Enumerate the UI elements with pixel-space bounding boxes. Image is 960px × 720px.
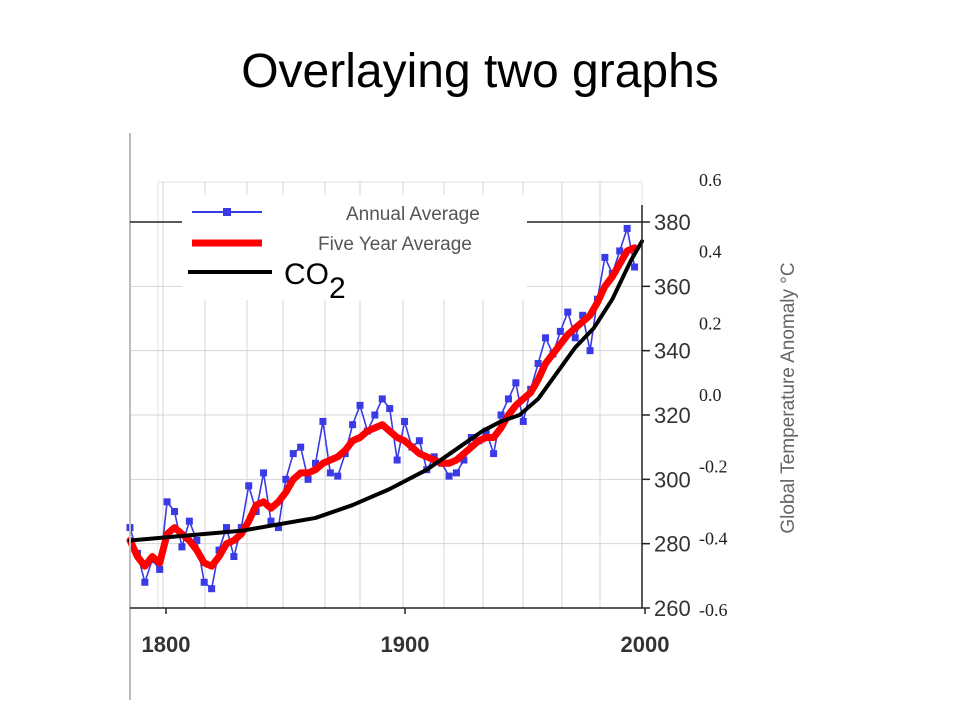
- five-year-average-series: [126, 244, 639, 570]
- temperature-tick-label: -0.6: [699, 600, 728, 620]
- annual-average-point: [631, 263, 639, 271]
- annual-average-point: [349, 421, 357, 429]
- annual-average-point: [230, 553, 238, 561]
- annual-average-point: [326, 469, 334, 477]
- annual-average-point: [245, 482, 253, 490]
- temperature-tick-label: -0.4: [699, 528, 728, 548]
- chart-legend: Annual Average Five Year Average CO2: [182, 195, 527, 305]
- annual-average-point: [386, 405, 394, 413]
- annual-average-point: [371, 411, 379, 419]
- annual-average-point: [497, 411, 505, 419]
- annual-average-point: [519, 417, 527, 425]
- slide-title: Overlaying two graphs: [241, 45, 719, 98]
- annual-average-point: [415, 437, 423, 445]
- annual-average-point: [616, 247, 624, 255]
- co2-tick-label: 360: [654, 274, 691, 299]
- x-tick-label: 1800: [142, 632, 191, 657]
- annual-average-point: [282, 475, 290, 483]
- annual-average-point: [490, 450, 498, 458]
- co2-tick-label: 280: [654, 532, 691, 557]
- annual-average-point: [601, 253, 609, 261]
- temperature-axis-title: Global Temperature Anomaly °C: [778, 262, 799, 533]
- co2-series: [128, 239, 644, 543]
- annual-average-point: [200, 578, 208, 586]
- annual-average-point: [571, 334, 579, 342]
- co2-line: [128, 239, 644, 543]
- annual-average-point: [260, 469, 268, 477]
- annual-average-point: [289, 450, 297, 458]
- annual-average-point: [334, 472, 342, 480]
- annual-average-point: [445, 472, 453, 480]
- annual-average-point: [185, 517, 193, 525]
- annual-average-point: [579, 311, 587, 319]
- chart-axes: 380 360 340 320 300 280 260 0.6 0.4 0.2 0.0 -0.2 -0.…: [129, 133, 799, 700]
- annual-average-point: [393, 456, 401, 464]
- annual-average-point: [312, 459, 320, 467]
- annual-average-point: [542, 334, 550, 342]
- legend-label-five-year: Five Year Average: [318, 234, 472, 255]
- annual-average-point: [304, 475, 312, 483]
- annual-average-point: [401, 417, 409, 425]
- co2-tick-label: 380: [654, 210, 691, 235]
- co2-tick-label: 320: [654, 403, 691, 428]
- annual-average-point: [297, 443, 305, 451]
- annual-average-point: [171, 508, 179, 515]
- annual-average-point: [460, 456, 468, 464]
- annual-average-point: [193, 536, 201, 544]
- temperature-tick-label: 0.4: [699, 242, 722, 262]
- annual-average-point: [222, 524, 230, 532]
- annual-average-point: [623, 224, 631, 232]
- legend-label-annual: Annual Average: [346, 204, 480, 225]
- annual-average-point: [512, 379, 520, 387]
- five-year-average-line: [126, 244, 639, 570]
- annual-average-point: [534, 360, 542, 368]
- annual-average-point: [156, 565, 164, 573]
- legend-label-co2-subscript: 2: [329, 272, 346, 305]
- annual-average-point: [178, 543, 186, 551]
- annual-average-point: [141, 578, 149, 586]
- x-tick-label: 1900: [381, 632, 430, 657]
- annual-average-point: [163, 498, 171, 506]
- co2-tick-label: 300: [654, 467, 691, 492]
- temperature-tick-label: 0.2: [699, 313, 722, 333]
- annual-average-point: [504, 395, 512, 403]
- annual-average-point: [274, 524, 282, 532]
- annual-average-point: [356, 401, 364, 409]
- annual-average-point: [208, 585, 216, 593]
- temperature-tick-label: -0.2: [699, 457, 728, 477]
- annual-average-point: [319, 417, 327, 425]
- annual-average-point: [267, 517, 275, 525]
- legend-label-co2-base: CO: [284, 258, 329, 291]
- annual-average-point: [452, 469, 460, 477]
- co2-tick-label: 340: [654, 339, 691, 364]
- annual-average-point: [556, 327, 564, 335]
- annual-average-point: [378, 395, 386, 403]
- temperature-tick-label: 0.0: [699, 385, 722, 405]
- x-tick-label: 2000: [621, 632, 670, 657]
- legend-label-co2: CO2: [284, 258, 346, 305]
- annual-average-point: [564, 308, 572, 316]
- annual-average-point: [586, 347, 594, 355]
- legend-marker-annual: [223, 208, 231, 216]
- co2-tick-label: 260: [654, 596, 691, 621]
- temperature-tick-label: 0.6: [699, 170, 722, 190]
